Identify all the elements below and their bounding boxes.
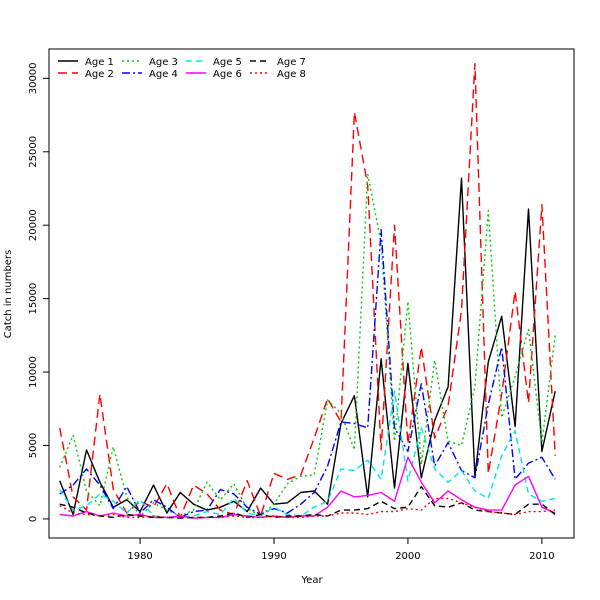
y-tick-label: 5000 [28,433,39,458]
series-line-age-1 [59,177,556,516]
y-tick-label: 25000 [28,136,39,168]
x-tick-label: 2010 [529,551,554,562]
legend-label: Age 3 [149,57,178,68]
y-tick-label: 20000 [28,209,39,241]
series-line-age-7 [59,485,556,519]
y-axis-label: Catch in numbers [3,250,14,339]
legend-label: Age 2 [85,69,114,80]
x-axis: 1980 1990 2000 2010 [127,538,555,562]
y-tick-label: 30000 [28,62,39,94]
legend-label: Age 5 [213,57,242,68]
x-tick-label: 1980 [127,551,152,562]
y-tick-label: 0 [28,516,39,522]
series-line-age-2 [59,63,556,519]
y-tick-label: 15000 [28,283,39,315]
plot-frame [48,48,575,539]
series-lines [59,63,556,519]
legend-label: Age 6 [213,69,242,80]
legend-label: Age 8 [277,69,306,80]
x-tick-label: 2000 [395,551,420,562]
x-axis-label: Year [300,575,323,586]
y-tick-label: 10000 [28,356,39,388]
series-line-age-5 [59,390,556,519]
series-line-age-3 [59,173,556,517]
legend-label: Age 7 [277,57,306,68]
legend-label: Age 1 [85,57,114,68]
y-axis: 0 5000 10000 15000 20000 25000 30000 [28,62,49,522]
legend-label: Age 4 [149,69,178,80]
x-tick-label: 1990 [261,551,286,562]
series-line-age-4 [59,228,556,519]
series-line-age-8 [59,497,556,519]
